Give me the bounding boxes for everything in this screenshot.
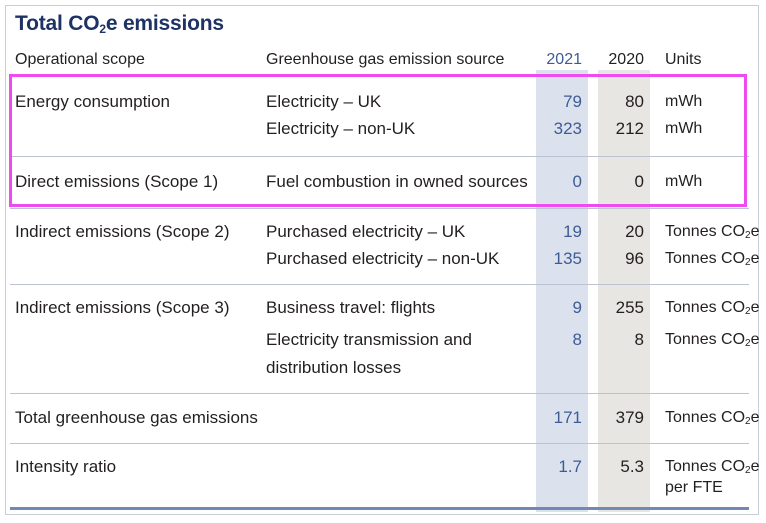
unit-cell: Tonnes CO2e xyxy=(665,250,760,268)
value-2020: 379 xyxy=(615,408,644,427)
value-2020: 20 xyxy=(625,222,644,241)
unit-cell: Tonnes CO2e xyxy=(665,458,760,476)
table-bottom-rule xyxy=(10,507,749,510)
row-transmission-source: Electricity transmission and xyxy=(266,330,472,349)
value-2020: 0 xyxy=(634,172,644,191)
unit-cell: Tonnes CO2e xyxy=(665,299,760,317)
value-2021: 0 xyxy=(572,172,582,191)
row-purchased-uk-source: Purchased electricity – UK xyxy=(266,222,466,241)
table-frame xyxy=(5,5,759,515)
row-divider xyxy=(10,156,749,157)
column-2020-shading xyxy=(598,70,650,512)
row-scope3-scope: Indirect emissions (Scope 3) xyxy=(15,298,230,317)
row-total-scope: Total greenhouse gas emissions xyxy=(15,408,258,427)
table-title: Total CO2e emissions xyxy=(15,12,224,36)
header-units: Units xyxy=(665,51,702,68)
unit-cell: Tonnes CO2e xyxy=(665,409,760,427)
highlight-box xyxy=(9,74,747,207)
header-emission-source: Greenhouse gas emission source xyxy=(266,51,505,68)
row-divider xyxy=(10,443,749,444)
value-2021: 79 xyxy=(563,92,582,111)
row-electricity-non-uk-source: Electricity – non-UK xyxy=(266,119,416,138)
value-2021: 323 xyxy=(553,119,582,138)
value-2020: 212 xyxy=(615,119,644,138)
value-2020: 255 xyxy=(615,298,644,317)
row-transmission-source-line2: distribution losses xyxy=(266,358,402,377)
unit-cell: mWh xyxy=(665,93,703,110)
header-operational-scope: Operational scope xyxy=(15,51,145,68)
row-purchased-non-uk-source: Purchased electricity – non-UK xyxy=(266,249,500,268)
row-fuel-combustion-source: Fuel combustion in owned sources xyxy=(266,172,528,191)
row-electricity-uk-source: Electricity – UK xyxy=(266,92,382,111)
value-2020: 8 xyxy=(634,330,644,349)
row-divider xyxy=(10,284,749,285)
value-2021: 171 xyxy=(553,408,582,427)
value-2020: 96 xyxy=(625,249,644,268)
value-2020: 80 xyxy=(625,92,644,111)
row-energy-scope: Energy consumption xyxy=(15,92,170,111)
row-scope1-scope: Direct emissions (Scope 1) xyxy=(15,172,219,191)
unit-cell: Tonnes CO2e xyxy=(665,223,760,241)
row-divider xyxy=(10,393,749,394)
unit-cell: mWh xyxy=(665,120,703,137)
header-2020: 2020 xyxy=(608,51,644,68)
row-flights-source: Business travel: flights xyxy=(266,298,436,317)
row-intensity-scope: Intensity ratio xyxy=(15,457,117,476)
value-2021: 19 xyxy=(563,222,582,241)
column-2021-shading xyxy=(536,70,588,512)
unit-cell-line2: per FTE xyxy=(665,479,723,496)
value-2021: 135 xyxy=(553,249,582,268)
value-2020: 5.3 xyxy=(620,457,644,476)
value-2021: 8 xyxy=(572,330,582,349)
header-2021: 2021 xyxy=(546,51,582,68)
row-divider xyxy=(10,208,749,209)
value-2021: 9 xyxy=(572,298,582,317)
unit-cell: mWh xyxy=(665,173,703,190)
unit-cell: Tonnes CO2e xyxy=(665,331,760,349)
value-2021: 1.7 xyxy=(558,457,582,476)
row-scope2-scope: Indirect emissions (Scope 2) xyxy=(15,222,230,241)
